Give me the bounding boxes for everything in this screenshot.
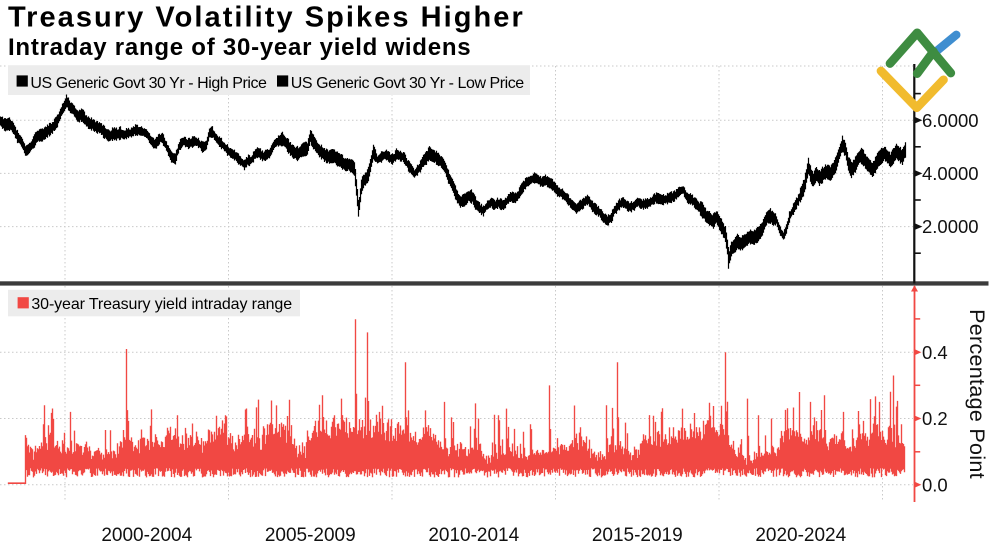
svg-text:0.0: 0.0: [922, 474, 948, 495]
svg-text:4.0000: 4.0000: [922, 163, 979, 184]
svg-text:Treasury Volatility Spikes Hig: Treasury Volatility Spikes Higher: [8, 2, 525, 34]
svg-text:2.0000: 2.0000: [922, 216, 979, 237]
svg-text:2005-2009: 2005-2009: [265, 525, 356, 545]
svg-text:2015-2019: 2015-2019: [592, 525, 683, 545]
svg-text:2010-2014: 2010-2014: [428, 525, 519, 545]
svg-text:0.2: 0.2: [922, 408, 948, 429]
svg-text:30-year Treasury yield intrada: 30-year Treasury yield intraday range: [31, 296, 292, 313]
svg-text:Percentage Point: Percentage Point: [965, 309, 989, 479]
svg-text:Intraday range of 30-year yiel: Intraday range of 30-year yield widens: [8, 34, 471, 61]
svg-text:US Generic Govt 30 Yr - High P: US Generic Govt 30 Yr - High Price: [30, 75, 267, 92]
svg-text:0.4: 0.4: [922, 342, 948, 363]
svg-text:2000-2004: 2000-2004: [101, 525, 192, 545]
svg-text:6.0000: 6.0000: [922, 110, 979, 131]
svg-text:US Generic Govt 30 Yr - Low Pr: US Generic Govt 30 Yr - Low Price: [291, 75, 524, 92]
svg-text:2020-2024: 2020-2024: [755, 525, 846, 545]
